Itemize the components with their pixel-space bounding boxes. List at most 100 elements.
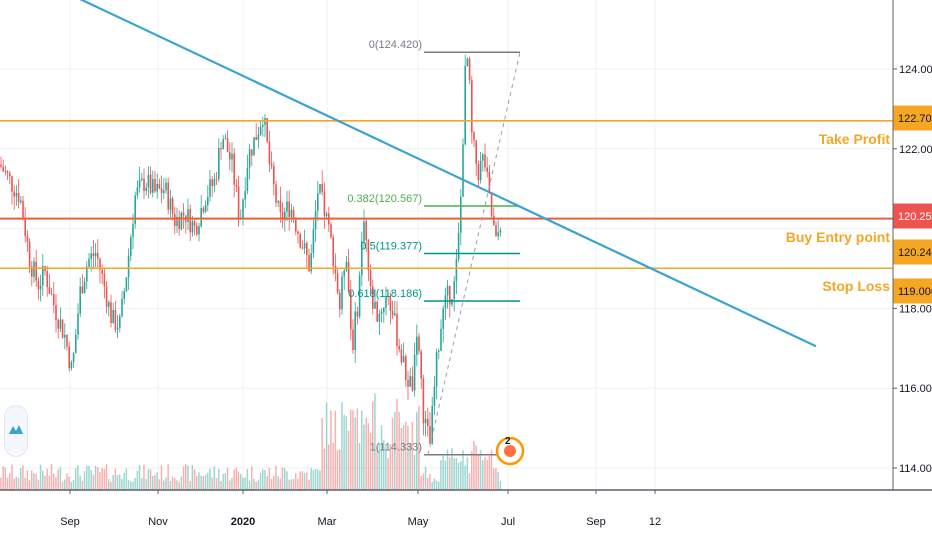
candle-body — [339, 292, 341, 310]
candle-body — [169, 198, 172, 210]
volume-bar — [352, 410, 354, 490]
volume-bar — [457, 462, 460, 490]
candle-body — [103, 273, 106, 287]
candle-body — [411, 376, 414, 391]
volume-bar — [13, 478, 15, 490]
earnings-badge-count: 2 — [505, 436, 511, 447]
candle-body — [233, 153, 235, 185]
volume-bar — [180, 476, 183, 490]
candle-body — [367, 240, 370, 271]
candle-body — [55, 305, 57, 321]
volume-bar — [336, 450, 339, 490]
volume-bar — [444, 460, 447, 490]
volume-bar — [237, 471, 240, 490]
candle-body — [301, 247, 304, 249]
candle-body — [77, 313, 79, 335]
candle-body — [72, 353, 75, 363]
volume-bar — [281, 467, 284, 490]
candle-body — [369, 270, 372, 287]
candle-body — [407, 380, 409, 387]
volume-bar — [200, 475, 202, 490]
volume-bar — [191, 464, 194, 490]
volume-bar — [83, 471, 86, 490]
volume-bar — [486, 459, 488, 490]
volume-bar — [244, 477, 246, 490]
volume-bar — [235, 467, 238, 490]
candle-body — [385, 296, 387, 308]
volume-bar — [134, 477, 136, 490]
horizontal-levels[interactable] — [0, 120, 893, 270]
tradingview-logo-icon[interactable] — [4, 405, 28, 457]
volume-bar — [4, 467, 7, 490]
candle-body — [17, 192, 20, 203]
candle-body — [158, 184, 161, 189]
volume-bar — [418, 405, 420, 490]
volume-bar — [37, 479, 40, 490]
candle-body — [482, 154, 484, 161]
candle-body — [352, 329, 354, 350]
volume-bar — [99, 472, 101, 490]
volume-bar — [391, 417, 394, 490]
candle-body — [378, 313, 381, 322]
fib-level-label: 0.5(119.377) — [360, 240, 422, 252]
volume-bar — [86, 465, 88, 490]
candle-body — [292, 209, 295, 220]
candle-body — [15, 192, 18, 197]
trend-line[interactable] — [0, 0, 817, 348]
volume-bar — [147, 469, 150, 490]
candle-body — [354, 311, 356, 350]
candle-body — [37, 280, 40, 290]
time-tick-label: Mar — [318, 516, 337, 528]
fib-level-label: 0.618(118.186) — [348, 288, 422, 300]
volume-bar — [369, 432, 372, 490]
volume-bar — [226, 467, 229, 490]
time-tick-label: Nov — [148, 516, 168, 528]
candle-body — [57, 320, 59, 329]
volume-bar — [116, 474, 119, 490]
candle-body — [319, 184, 321, 194]
volume-bar — [50, 464, 53, 490]
volume-bar — [363, 424, 365, 490]
volume-bar — [22, 465, 24, 490]
volume-bar — [284, 468, 286, 490]
volume-bar — [154, 474, 156, 490]
volume-bar — [178, 481, 180, 490]
price-tick-label: 118.000 — [899, 303, 932, 315]
candle-body — [376, 301, 378, 322]
candle-body — [435, 351, 438, 387]
volume-bar — [398, 412, 400, 490]
volume-bar — [407, 425, 409, 490]
candle-body — [396, 313, 398, 347]
price-badge-inner — [896, 281, 930, 301]
volume-bar — [209, 468, 211, 490]
candle-body — [178, 216, 180, 230]
fibonacci-retracement[interactable]: 0(124.420) 0.382(120.567) 0.5(119.377) 0.61… — [347, 39, 521, 456]
candle-body — [281, 212, 284, 221]
price-tick-label: 122.000 — [899, 144, 932, 156]
volume-bar — [68, 476, 70, 490]
candle-body — [130, 237, 132, 257]
candle-body — [497, 232, 499, 237]
volume-bar — [26, 470, 29, 490]
volume-bar — [101, 467, 103, 490]
candle-body — [413, 354, 416, 391]
candle-body — [207, 196, 209, 205]
candle-body — [160, 188, 163, 193]
candle-body — [499, 230, 502, 233]
volume-bar — [64, 479, 66, 490]
volume-bar — [61, 481, 64, 490]
candle-body — [325, 213, 328, 216]
volume-bar — [332, 442, 334, 490]
volume-bar — [57, 469, 59, 490]
candle-body — [266, 118, 268, 142]
volume-bar — [167, 464, 169, 490]
candle-body — [336, 273, 339, 293]
volume-bar — [123, 472, 125, 490]
volume-bar — [94, 465, 97, 490]
volume-bar — [354, 417, 356, 490]
price-tick-label: 114.000 — [899, 463, 932, 475]
volume-bar — [231, 477, 233, 490]
candle-body — [75, 334, 77, 354]
